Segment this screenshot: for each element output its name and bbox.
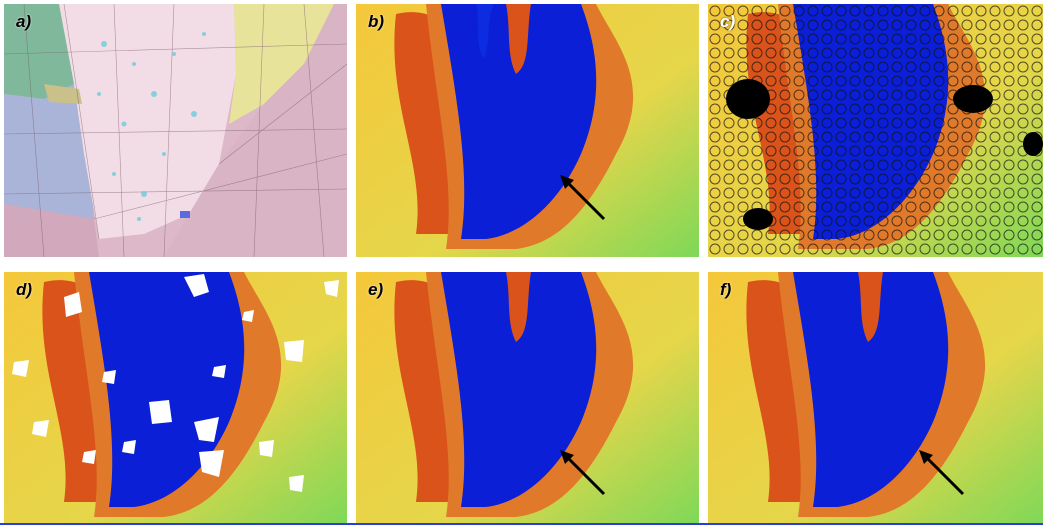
bathymetry-image-f xyxy=(708,272,1043,525)
panel-a-label: a) xyxy=(16,12,32,31)
panel-e-label: e) xyxy=(368,280,384,299)
geologic-map-image xyxy=(4,4,347,257)
bathymetry-image-e xyxy=(356,272,699,525)
panel-e-bathymetry: e) xyxy=(356,272,699,525)
panel-b-bathymetry: b) xyxy=(356,4,699,257)
panel-f-label: f) xyxy=(720,280,732,299)
panel-d-bathymetry-with-gaps: d) xyxy=(4,272,347,525)
bathymetry-image-b xyxy=(356,4,699,257)
panel-c-bathymetry-with-soundings: c) xyxy=(708,4,1043,257)
panel-a-geologic-map: a) xyxy=(4,4,347,257)
bathymetry-image-c xyxy=(708,4,1043,257)
panel-b-label: b) xyxy=(368,12,385,31)
panel-c-label: c) xyxy=(720,12,736,31)
panel-f-bathymetry: f) xyxy=(708,272,1043,525)
panel-d-label: d) xyxy=(16,280,33,299)
bathymetry-image-d xyxy=(4,272,347,525)
bottom-divider xyxy=(0,523,1043,525)
